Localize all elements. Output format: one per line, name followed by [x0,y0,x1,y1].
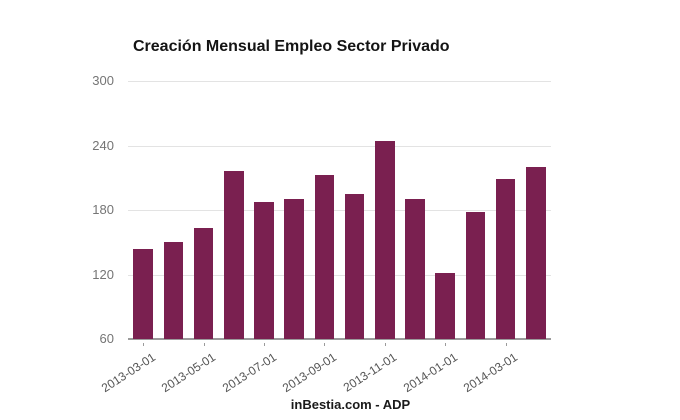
x-tick-label: 2014-01-01 [400,350,460,396]
x-tick-mark [445,343,447,346]
gridline [128,81,551,82]
x-tick-label: 2013-11-01 [341,350,400,395]
chart-title: Creación Mensual Empleo Sector Privado [133,38,450,55]
bar-2014-04-01 [526,167,546,339]
bar-2013-03-01 [133,248,153,339]
bar-2013-05-01 [193,228,214,339]
x-tick-mark [384,343,386,346]
x-tick-mark [143,343,145,346]
gridline [128,145,551,147]
bar-2014-01-01 [435,273,456,339]
bar-2013-08-01 [284,199,304,339]
plot-area [128,81,551,340]
bar-2013-11-01 [375,141,395,339]
source-label: inBestia.com - ADP [290,397,411,412]
bar-2014-02-01 [465,212,486,339]
x-tick-label: 2014-03-01 [461,350,521,396]
x-tick-label: 2013-07-01 [219,350,279,396]
x-tick-mark [505,343,507,346]
x-tick-label: 2013-05-01 [159,350,219,396]
bar-2013-12-01 [405,199,425,339]
gridline [128,210,551,211]
bar-2013-07-01 [254,202,274,339]
bar-2013-09-01 [314,174,335,339]
bar-2013-04-01 [163,242,184,339]
y-tick-label: 120 [92,266,114,282]
x-tick-mark [203,343,205,346]
y-tick-label: 240 [92,137,114,153]
y-tick-label: 180 [92,202,114,217]
x-tick-mark [263,343,265,346]
bar-2013-10-01 [344,193,365,339]
x-axis-baseline [128,338,551,340]
y-tick-label: 60 [99,331,114,346]
y-tick-label: 300 [92,73,114,88]
gridline [128,274,551,276]
bar-2014-03-01 [495,178,516,339]
x-tick-label: 2013-03-01 [98,350,158,396]
x-tick-mark [324,343,326,346]
bar-2013-06-01 [223,171,244,339]
x-tick-label: 2013-09-01 [279,350,340,396]
